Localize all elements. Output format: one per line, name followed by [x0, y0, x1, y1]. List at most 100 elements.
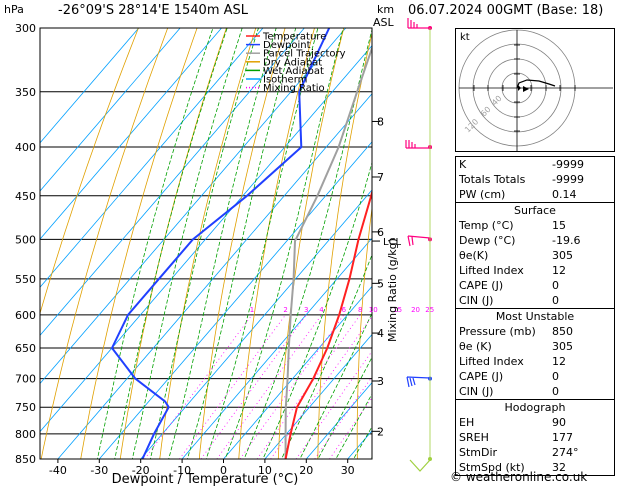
height-tick-label: 7: [377, 171, 384, 184]
index-label: CAPE (J): [459, 370, 504, 383]
surface-section-title: Surface: [456, 202, 614, 218]
mixing-ratio-label: 15: [393, 306, 402, 314]
x-axis-label: Dewpoint / Temperature (°C): [112, 472, 299, 486]
location-title: -26°09'S 28°14'E 1540m ASL: [58, 3, 249, 18]
index-value: 12: [552, 264, 566, 277]
wet-adiabat-line: [317, 356, 372, 459]
index-label: Pressure (mb): [459, 325, 536, 338]
index-row: Dewp (°C) -19.6: [456, 233, 614, 248]
copyright-link[interactable]: © weatheronline.co.uk: [450, 470, 588, 484]
temperature-tick-label: 0: [220, 464, 227, 477]
legend-label: Dewpoint: [263, 40, 311, 51]
wind-barb: [407, 18, 432, 29]
index-label: CIN (J): [459, 294, 494, 307]
lcl-label: LCL: [383, 237, 402, 248]
storm-motion-marker: [523, 86, 529, 92]
isotherm-line: [223, 285, 372, 459]
pressure-tick-label: 400: [15, 141, 36, 154]
index-row: EH 90: [456, 415, 614, 430]
index-label: K: [459, 158, 467, 171]
legend-label: Isotherm: [263, 75, 307, 86]
wet-adiabat-line: [335, 393, 372, 459]
mixing-ratio-label: 4: [319, 306, 324, 314]
mixing-ratio-labels: 12346810152025: [250, 306, 434, 314]
mixing-ratio-axis-label: Mixing Ratio (g/kg): [386, 238, 399, 342]
isotherm-line: [40, 28, 222, 240]
wind-barb: [405, 140, 432, 149]
index-value: 305: [552, 340, 573, 353]
index-label: SREH: [459, 431, 489, 444]
wet-adiabat-line: [186, 28, 297, 459]
index-label: StmSpd (kt): [459, 461, 525, 474]
wet-adiabat-line: [205, 28, 319, 459]
pressure-tick-label: 550: [15, 273, 36, 286]
isotherm-line: [57, 93, 372, 459]
pressure-unit-label: hPa: [4, 3, 24, 16]
parcel-trajectory-line: [284, 45, 372, 459]
height-unit-km: km: [377, 3, 395, 16]
dewpoint-line: [111, 28, 331, 459]
dry-adiabat-line: [40, 28, 169, 459]
index-row: SREH 177: [456, 430, 614, 445]
wet-adiabat-line: [149, 28, 259, 459]
legend-label: Parcel Trajectory: [263, 49, 346, 60]
isotherm-line: [181, 237, 372, 459]
index-row: K -9999: [456, 157, 614, 172]
index-row: CAPE (J) 0: [456, 278, 614, 293]
legend-label: Temperature: [262, 32, 326, 43]
index-value: 850: [552, 325, 573, 338]
index-value: 274°: [552, 446, 579, 459]
temperature-tick-label: -30: [90, 464, 108, 477]
hodograph-ticks: [473, 44, 576, 132]
index-row: θe (K) 305: [456, 339, 614, 354]
index-value: 32: [552, 461, 566, 474]
temperature-tick-label: -20: [132, 464, 150, 477]
height-tick-label: 5: [377, 277, 384, 290]
index-row: CIN (J) 0: [456, 384, 614, 399]
index-label: Lifted Index: [459, 264, 524, 277]
wet-adiabat-line: [168, 28, 277, 459]
index-label: Dewp (°C): [459, 234, 516, 247]
height-tick-label: 6: [377, 226, 384, 239]
legend-label: Mixing Ratio: [263, 83, 325, 94]
mixing-ratio-line: [239, 314, 345, 459]
index-row: CIN (J) 0: [456, 293, 614, 308]
hodograph-point: [518, 85, 521, 91]
mixing-ratio-line: [179, 314, 286, 459]
height-tick-label: 3: [377, 375, 384, 388]
legend-label: Dry Adiabat: [263, 57, 322, 68]
legend-label: Wet Adiabat: [263, 66, 324, 77]
hodograph-trace: [516, 79, 556, 89]
index-row: Totals Totals -9999: [456, 172, 614, 187]
index-value: 177: [552, 431, 573, 444]
index-value: 15: [552, 219, 566, 232]
index-row: StmDir 274°: [456, 445, 614, 460]
index-value: -9999: [552, 173, 584, 186]
index-value: 0: [552, 294, 559, 307]
isotherm-line: [40, 45, 372, 433]
index-label: CAPE (J): [459, 279, 504, 292]
pressure-tick-label: 750: [15, 401, 36, 414]
temperature-tick-label: -40: [49, 464, 67, 477]
isotherm-line: [40, 28, 264, 288]
index-label: Totals Totals: [459, 173, 526, 186]
dry-adiabat-line: [356, 204, 372, 459]
isotherm-line: [40, 28, 140, 144]
indices-table: K -9999 Totals Totals -9999 PW (cm) 0.14 Su…: [455, 156, 615, 476]
mixing-ratio-line: [216, 314, 322, 459]
temperature-tick-label: 10: [258, 464, 272, 477]
pressure-tick-label: 350: [15, 86, 36, 99]
wind-barb: [407, 235, 431, 247]
temperature-tick-label: 30: [341, 464, 355, 477]
temperature-tick-label: -10: [173, 464, 191, 477]
index-label: CIN (J): [459, 385, 494, 398]
index-row: Temp (°C) 15: [456, 218, 614, 233]
pressure-tick-label: 450: [15, 190, 36, 203]
isotherm-line: [305, 381, 372, 459]
index-value: 0: [552, 279, 559, 292]
index-label: Lifted Index: [459, 355, 524, 368]
mixing-ratio-line: [314, 376, 372, 459]
index-value: 0: [552, 385, 559, 398]
